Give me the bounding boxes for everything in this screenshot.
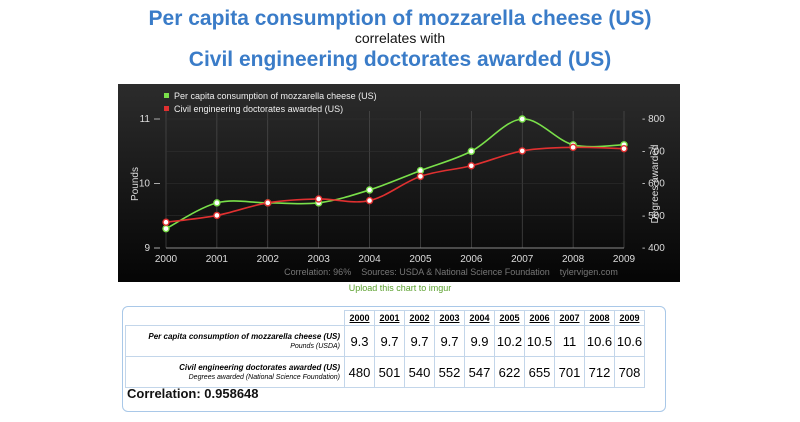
cell-value: 701 [554, 356, 585, 388]
cell-value: 9.9 [464, 325, 495, 357]
correlation-value: Correlation: 0.958648 [127, 386, 259, 401]
data-point-mozzarella[interactable] [416, 166, 425, 175]
y-axis-label-right: Degrees awarded [650, 145, 661, 224]
cell-value: 9.3 [344, 325, 375, 357]
series-line-doctorates [165, 146, 625, 223]
cell-value: 10.6 [614, 325, 645, 357]
x-tick-label: 2009 [613, 254, 636, 265]
x-tick-label: 2006 [460, 254, 483, 265]
y-left-tick-label: 10 [139, 179, 151, 190]
table-header-row: 2000 2001 2002 2003 2004 2005 2006 2007 … [126, 310, 645, 326]
year-header-2003: 2003 [434, 310, 465, 326]
cell-value: 10.2 [494, 325, 525, 357]
cell-value: 10.6 [584, 325, 615, 357]
x-tick-label: 2004 [358, 254, 381, 265]
y-left-tick-label: 9 [144, 243, 150, 254]
chart-title-secondary: Civil engineering doctorates awarded (US… [188, 48, 612, 71]
cell-value: 540 [404, 356, 435, 388]
data-table: 2000 2001 2002 2003 2004 2005 2006 2007 … [125, 310, 645, 388]
y-right-tick-label: - 500 [642, 211, 665, 222]
y-axis-label-left: Pounds [130, 167, 141, 201]
row-label-mozzarella: Per capita consumption of mozzarella che… [125, 325, 345, 357]
cell-value: 501 [374, 356, 405, 388]
x-tick-label: 2003 [308, 254, 331, 265]
year-header-2007: 2007 [554, 310, 585, 326]
table-row: Civil engineering doctorates awarded (US… [125, 356, 645, 388]
data-point-mozzarella[interactable] [365, 186, 374, 194]
chart-footer: Correlation: 96% Sources: USDA & Nationa… [284, 267, 618, 277]
year-header-2008: 2008 [584, 310, 615, 326]
cell-value: 547 [464, 356, 495, 388]
y-right-tick-label: - 400 [642, 243, 665, 254]
data-point-mozzarella[interactable] [518, 115, 526, 123]
data-point-mozzarella[interactable] [162, 224, 170, 233]
x-tick-label: 2007 [511, 254, 534, 265]
year-header-2004: 2004 [464, 310, 495, 326]
year-header-2000: 2000 [344, 310, 375, 326]
x-tick-label: 2001 [206, 254, 229, 265]
cell-value: 708 [614, 356, 645, 388]
y-right-tick-label: - 700 [642, 146, 665, 157]
cell-value: 655 [524, 356, 555, 388]
cell-value: 480 [344, 356, 375, 388]
data-point-doctorates[interactable] [213, 211, 221, 220]
year-header-2006: 2006 [524, 310, 555, 326]
cell-value: 622 [494, 356, 525, 388]
chart-title-primary: Per capita consumption of mozzarella che… [148, 7, 652, 30]
cell-value: 9.7 [404, 325, 435, 357]
legend-label-mozzarella[interactable]: Per capita consumption of mozzarella che… [174, 91, 377, 101]
data-point-doctorates[interactable] [314, 195, 323, 203]
data-point-doctorates[interactable] [416, 172, 425, 181]
cell-value: 552 [434, 356, 465, 388]
line-chart: 2000 2001 2002 2003 2004 2005 2006 2007 2008 2009… [130, 91, 665, 277]
cell-value: 9.7 [434, 325, 465, 357]
cell-value: 712 [584, 356, 615, 388]
year-header-2002: 2002 [404, 310, 435, 326]
x-tick-label: 2005 [409, 254, 432, 265]
data-point-mozzarella[interactable] [467, 147, 476, 155]
series-line-mozzarella [165, 118, 625, 230]
row-title: Civil engineering doctorates awarded (US… [179, 362, 340, 372]
x-tick-label: 2002 [257, 254, 280, 265]
data-point-mozzarella[interactable] [213, 199, 221, 207]
data-table-panel: 2000 2001 2002 2003 2004 2005 2006 2007 … [122, 306, 666, 412]
year-header-2005: 2005 [494, 310, 525, 326]
cell-value: 11 [554, 325, 585, 357]
legend-swatch-mozzarella [164, 93, 169, 98]
data-point-doctorates[interactable] [467, 162, 476, 170]
x-tick-label: 2000 [155, 254, 178, 265]
data-point-doctorates[interactable] [365, 196, 374, 205]
row-label-doctorates: Civil engineering doctorates awarded (US… [125, 356, 345, 388]
data-point-doctorates[interactable] [620, 144, 628, 153]
data-point-doctorates[interactable] [162, 218, 170, 226]
table-corner-cell [126, 311, 345, 326]
cell-value: 9.7 [374, 325, 405, 357]
chart-panel: 2000 2001 2002 2003 2004 2005 2006 2007 2008 2009… [118, 84, 680, 282]
x-tick-label: 2008 [562, 254, 585, 265]
table-row: Per capita consumption of mozzarella che… [125, 325, 645, 357]
data-point-doctorates[interactable] [569, 143, 577, 152]
row-title: Per capita consumption of mozzarella che… [148, 331, 340, 341]
legend-label-doctorates[interactable]: Civil engineering doctorates awarded (US… [174, 104, 343, 114]
y-right-tick-label: - 800 [642, 114, 665, 125]
year-header-2001: 2001 [374, 310, 405, 326]
upload-to-imgur-link[interactable]: Upload this chart to imgur [348, 283, 452, 293]
row-unit: Pounds (USDA) [290, 342, 340, 350]
y-left-tick-label: 11 [140, 114, 151, 125]
legend-swatch-doctorates [164, 106, 169, 111]
year-header-2009: 2009 [614, 310, 645, 326]
y-right-tick-label: - 600 [642, 179, 665, 190]
data-point-doctorates[interactable] [518, 147, 526, 155]
data-point-doctorates[interactable] [264, 199, 272, 207]
chart-subtitle: correlates with [354, 30, 446, 46]
cell-value: 10.5 [524, 325, 555, 357]
row-unit: Degrees awarded (National Science Founda… [188, 373, 340, 381]
